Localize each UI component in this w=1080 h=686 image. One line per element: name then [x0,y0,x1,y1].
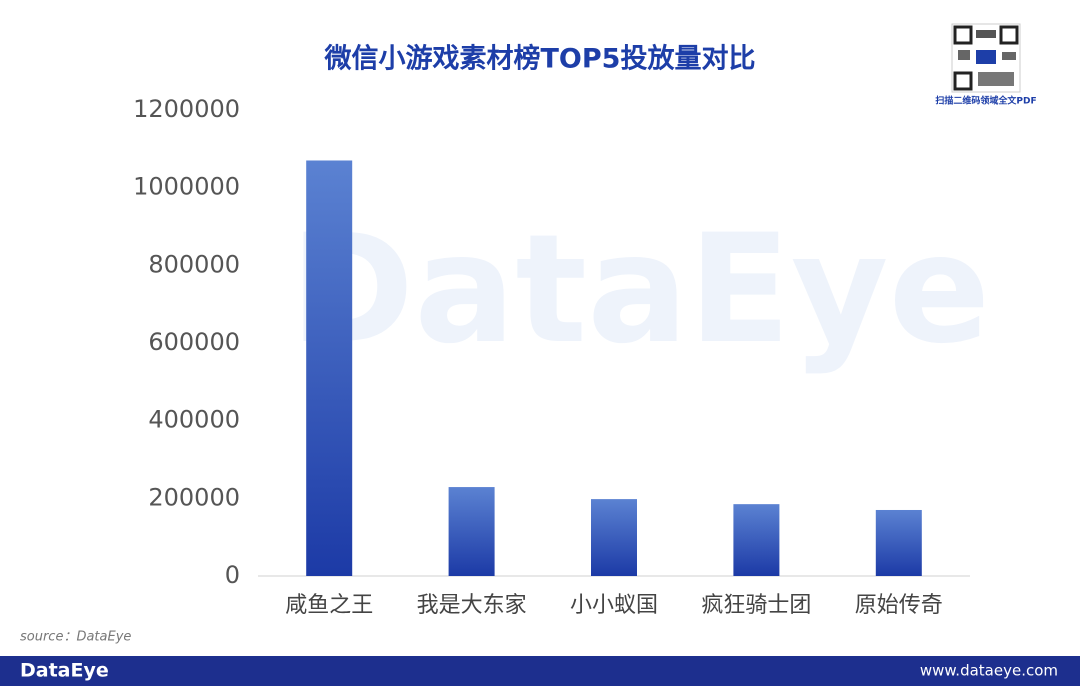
y-tick-label: 400000 [148,406,240,434]
bar [448,487,495,576]
qr-caption: 扫描二维码领域全文PDF [935,95,1036,107]
x-tick-label: 小小蚁国 [570,593,658,618]
source: source：DataEye [20,630,131,645]
x-tick-label: 我是大东家 [417,593,527,618]
footer-brand: DataEye [20,660,109,682]
x-tick-label: 原始传奇 [855,593,943,618]
y-tick-label: 0 [225,561,240,589]
y-tick-label: 600000 [148,328,240,356]
y-tick-label: 800000 [148,250,240,278]
footer-url: www.dataeye.com [920,662,1058,680]
qr-code [951,23,1021,93]
bar [591,499,637,576]
y-tick-label: 1000000 [133,173,240,201]
bar [733,504,780,576]
chart-title: 微信小游戏素材榜TOP5投放量对比 [324,43,756,75]
y-tick-label: 1200000 [133,95,240,123]
x-tick-label: 咸鱼之王 [285,593,373,618]
bar [306,160,353,576]
footer-bar [0,656,1080,686]
y-tick-label: 200000 [148,483,240,511]
x-tick-label: 疯狂骑士团 [701,593,811,618]
watermark: DataEye [290,203,991,377]
bar [875,509,922,576]
